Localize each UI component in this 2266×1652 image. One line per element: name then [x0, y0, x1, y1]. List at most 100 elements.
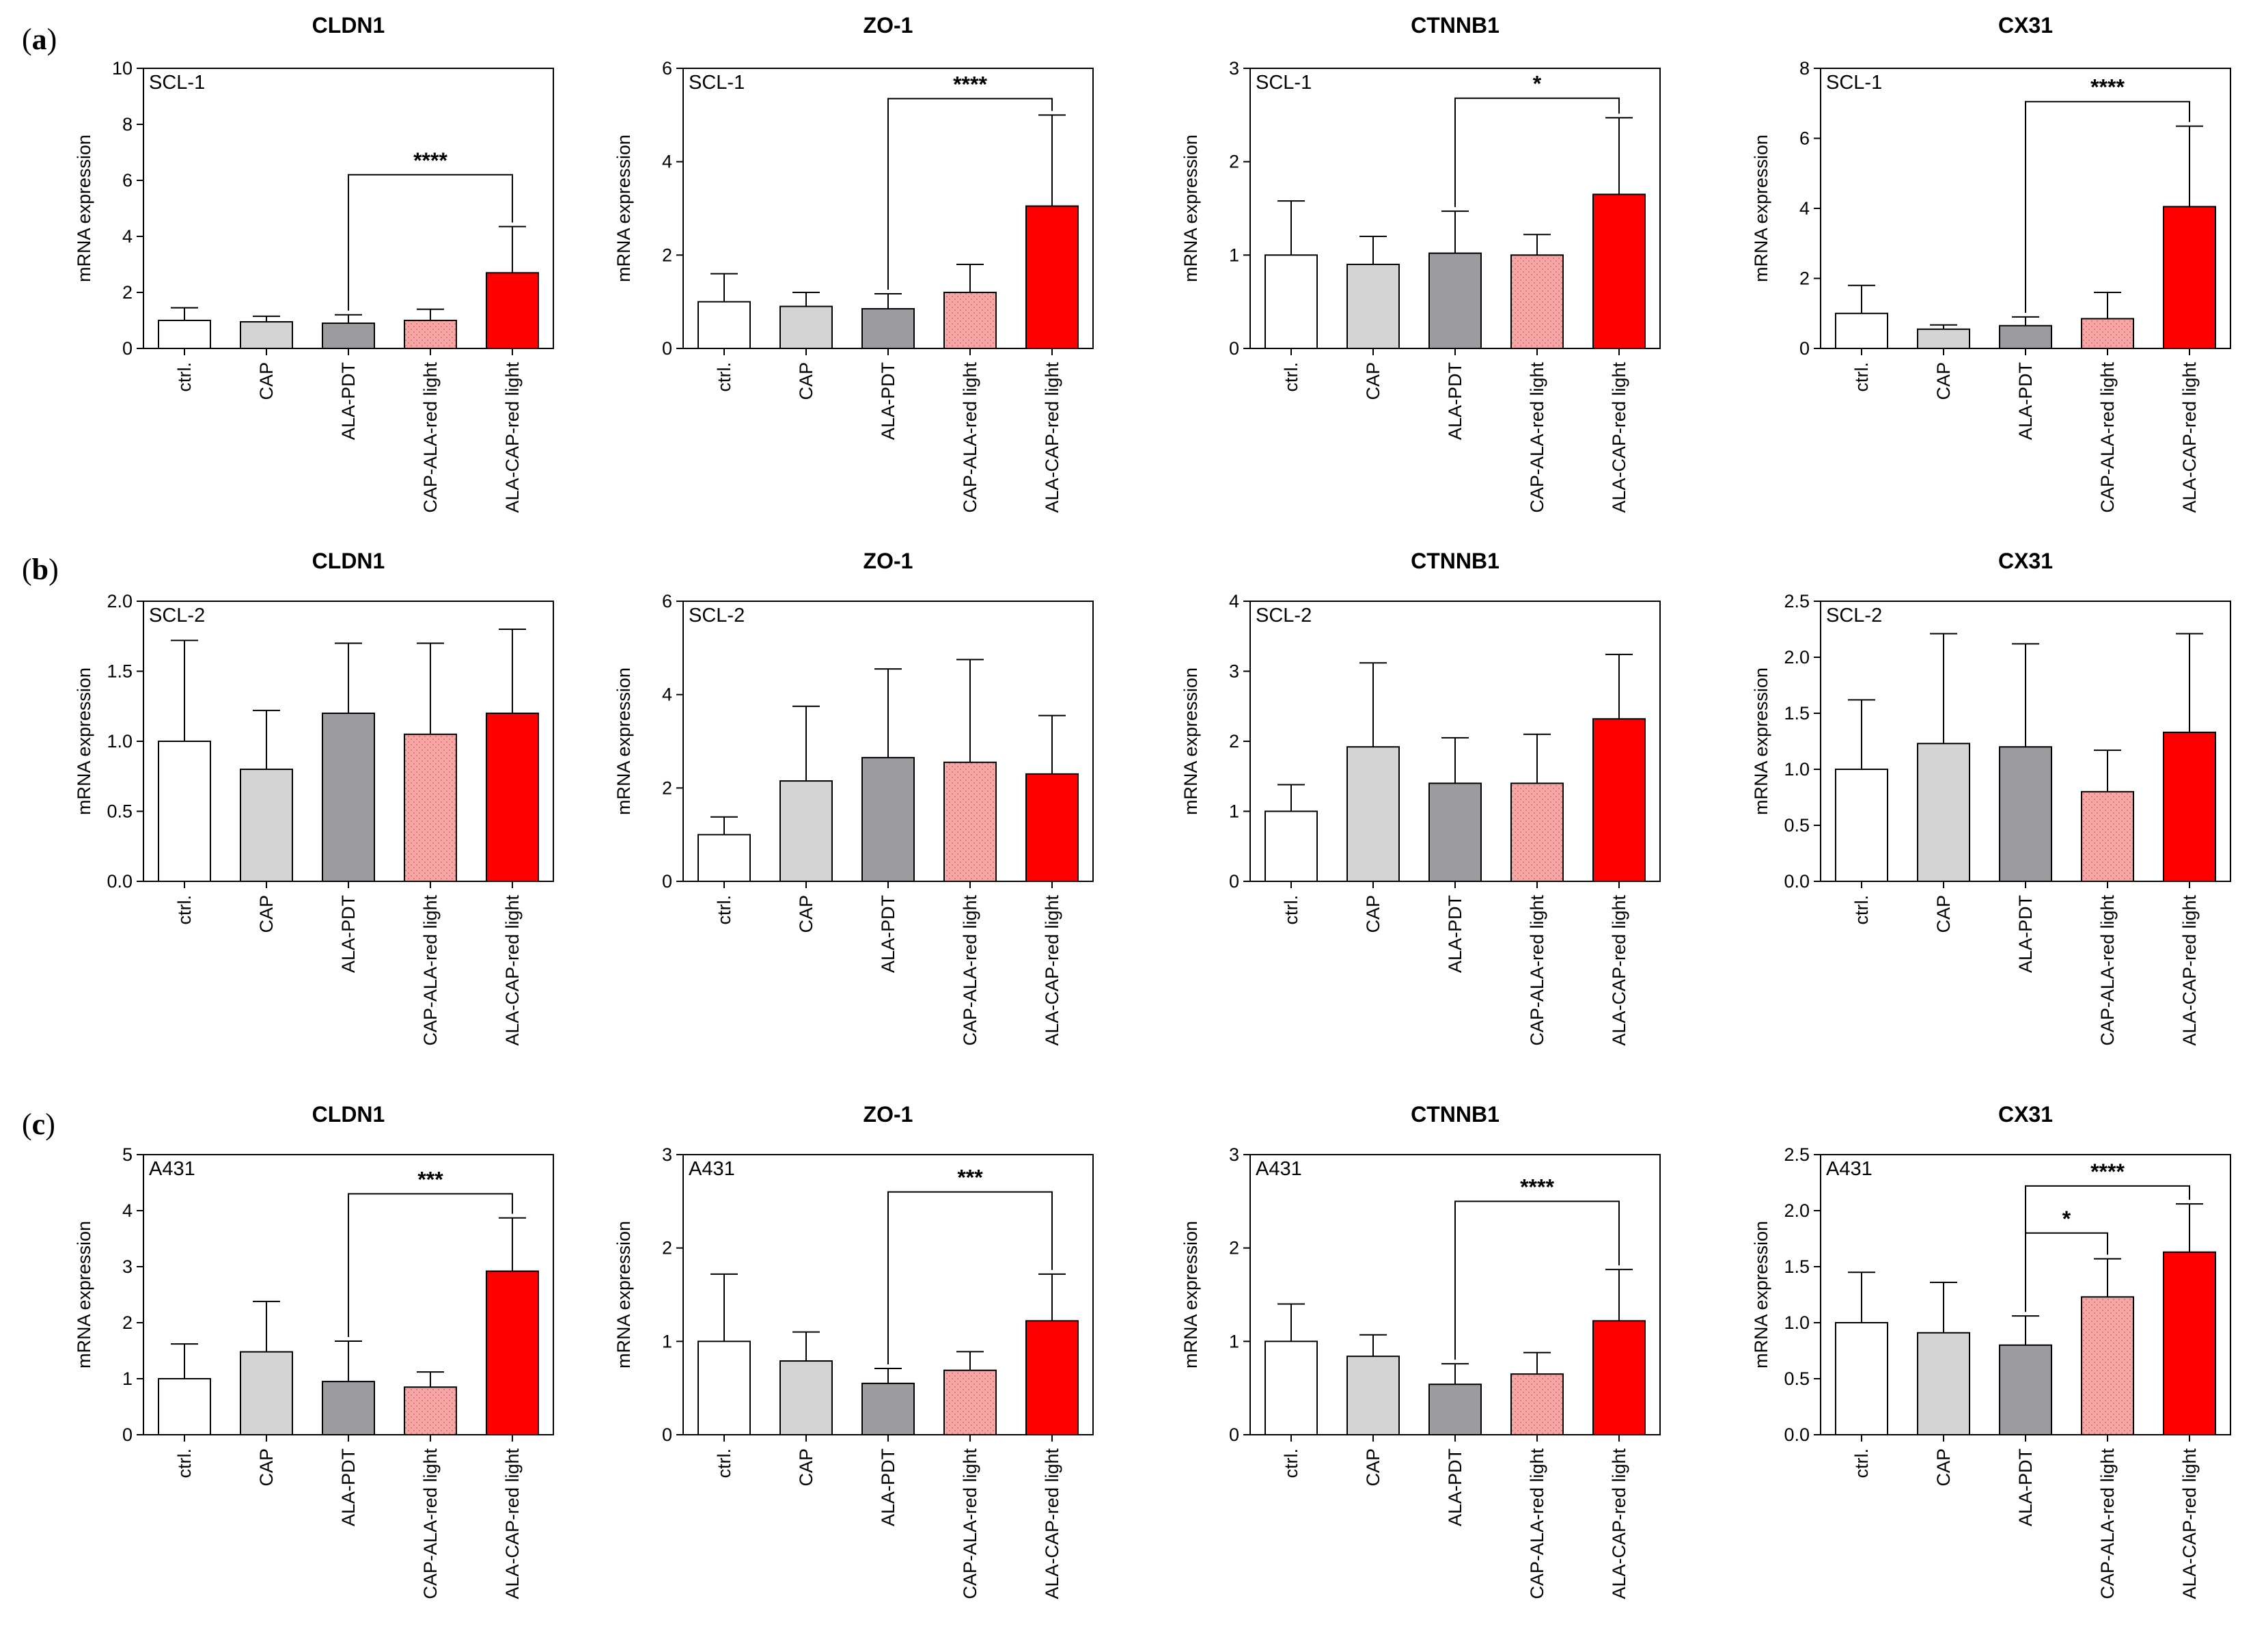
chart-9-bar-4	[404, 1386, 457, 1436]
chart-1-category-label: ALA-CAP-red light	[502, 362, 523, 513]
chart-5-category-label: CAP-ALA-red light	[420, 895, 441, 1046]
chart-11-title: CTNNB1	[1411, 1102, 1500, 1127]
chart-12-sig-label-2: ****	[2090, 1159, 2125, 1184]
chart-10-bar-4	[943, 1369, 997, 1435]
chart-10-ytick-label: 0	[662, 1424, 672, 1445]
chart-11-ytick-label: 1	[1229, 1331, 1239, 1351]
chart-4-title: CX31	[1998, 13, 2053, 38]
chart-7-bar-5	[1592, 718, 1646, 882]
chart-1-ytick-label: 10	[112, 58, 133, 79]
chart-12-category-label: ALA-CAP-red light	[2179, 1448, 2200, 1599]
chart-5-category-label: ALA-PDT	[338, 895, 359, 973]
chart-1-ytick-label: 6	[122, 170, 133, 191]
chart-12-category-label: CAP-ALA-red light	[2097, 1448, 2118, 1599]
chart-10-category-label: CAP	[796, 1448, 816, 1487]
chart-1-bar-1	[158, 320, 211, 349]
chart-8-category-label: ALA-CAP-red light	[2179, 895, 2200, 1046]
chart-12-cell-line: A431	[1826, 1158, 1873, 1180]
chart-8-ytick-label: 2.5	[1784, 591, 1810, 611]
chart-6-cell-line: SCL-2	[689, 605, 745, 627]
chart-12-ylabel: mRNA expression	[1751, 1221, 1771, 1368]
chart-5-category-label: ALA-CAP-red light	[502, 895, 523, 1046]
chart-2-ytick-label: 6	[662, 58, 672, 79]
chart-4-sig-label-1: ****	[2090, 75, 2125, 100]
chart-12-ytick-label: 0.5	[1784, 1368, 1810, 1389]
chart-4: CX31 SCL-1 0 2 4 6 8 mRNA expression ctrl. CAP ALA…	[1751, 13, 2231, 513]
chart-11-bar-2	[1346, 1355, 1400, 1435]
chart-8-ytick-label: 0.0	[1784, 871, 1810, 892]
chart-8-category-label: CAP	[1933, 895, 1954, 933]
chart-3-sig-bracket-1	[1454, 97, 1620, 208]
chart-9: CLDN1 A431 0 1 2 3 4 5 mRNA expression ctrl. CAP AL…	[74, 1102, 554, 1599]
chart-4-ytick-label: 6	[1799, 128, 1810, 149]
chart-7-category-label: ALA-CAP-red light	[1609, 895, 1629, 1046]
chart-9-ytick-label: 1	[122, 1368, 133, 1389]
chart-12-bar-2	[1917, 1332, 1970, 1436]
chart-3-sig-label-1: *	[1533, 72, 1542, 96]
chart-8: CX31 SCL-2 0.0 0.5 1.0 1.5 2.0 2.5 mRNA expressi…	[1751, 549, 2231, 1046]
chart-7-bar-2	[1346, 746, 1400, 882]
chart-6-bar-3	[861, 756, 915, 882]
chart-12-sig-bracket-2	[2025, 1185, 2190, 1312]
chart-10-ylabel: mRNA expression	[613, 1221, 634, 1368]
chart-8-ytick-label: 1.5	[1784, 703, 1810, 724]
chart-9-bar-3	[322, 1381, 375, 1435]
chart-2-cell-line: SCL-1	[689, 72, 745, 94]
chart-2-sig-label-1: ****	[953, 72, 987, 96]
chart-10-sig-bracket-1	[887, 1191, 1053, 1364]
chart-6-category-label: CAP	[796, 895, 816, 933]
chart-11-sig-label-1: ****	[1520, 1174, 1554, 1199]
chart-1-ytick-label: 2	[122, 282, 133, 303]
chart-4-bar-5	[2163, 206, 2216, 349]
chart-11-sig-bracket-1	[1454, 1200, 1620, 1360]
chart-1-ylabel: mRNA expression	[74, 135, 94, 282]
chart-4-ytick-label: 4	[1799, 198, 1810, 219]
chart-6-ytick-label: 2	[662, 777, 672, 798]
chart-3-bar-4	[1510, 254, 1564, 350]
chart-10-category-label: CAP-ALA-red light	[960, 1448, 980, 1599]
chart-8-ytick-label: 0.5	[1784, 815, 1810, 836]
chart-1-bar-5	[486, 272, 539, 349]
chart-2-sig-bracket-1	[887, 98, 1053, 290]
chart-11-category-label: CAP	[1363, 1448, 1383, 1487]
chart-3-category-label: CAP	[1363, 362, 1383, 400]
chart-1-category-label: ctrl.	[174, 362, 195, 392]
chart-11-category-label: ALA-CAP-red light	[1609, 1448, 1629, 1599]
chart-11-bar-3	[1428, 1383, 1482, 1435]
chart-8-bar-5	[2163, 731, 2216, 882]
chart-7-ytick-label: 4	[1229, 591, 1239, 611]
chart-2-category-label: ctrl.	[714, 362, 734, 392]
chart-4-sig-bracket-1	[2025, 100, 2190, 313]
chart-1-category-label: ALA-PDT	[338, 362, 359, 440]
chart-5-category-label: CAP	[256, 895, 277, 933]
chart-11-ylabel: mRNA expression	[1180, 1221, 1201, 1368]
chart-10-title: ZO-1	[863, 1102, 913, 1127]
chart-12-bar-5	[2163, 1251, 2216, 1436]
chart-3-category-label: ALA-PDT	[1445, 362, 1465, 440]
chart-1-category-label: CAP-ALA-red light	[420, 362, 441, 513]
row-label-b: (b)	[22, 553, 59, 586]
chart-3-ytick-label: 1	[1229, 245, 1239, 265]
chart-3-ylabel: mRNA expression	[1180, 135, 1201, 282]
chart-8-category-label: ctrl.	[1851, 895, 1872, 925]
chart-7-bar-1	[1265, 810, 1318, 882]
chart-4-ytick-label: 2	[1799, 269, 1810, 289]
chart-2-ylabel: mRNA expression	[613, 135, 634, 282]
chart-6-bar-2	[779, 780, 833, 883]
chart-7: CTNNB1 SCL-2 0 1 2 3 4 mRNA expression ctrl. CAP A…	[1180, 549, 1661, 1046]
chart-5-bar-4	[404, 733, 457, 882]
chart-7-category-label: ctrl.	[1281, 895, 1301, 925]
chart-7-ylabel: mRNA expression	[1180, 667, 1201, 815]
chart-3-category-label: ALA-CAP-red light	[1609, 362, 1629, 513]
chart-9-ytick-label: 3	[122, 1256, 133, 1277]
chart-8-bar-3	[1999, 746, 2052, 882]
chart-10-bar-1	[697, 1340, 751, 1436]
chart-1-title: CLDN1	[312, 13, 385, 38]
row-label-c: (c)	[22, 1107, 55, 1141]
chart-7-category-label: CAP-ALA-red light	[1527, 895, 1547, 1046]
chart-6-category-label: ALA-PDT	[878, 895, 898, 973]
chart-2-bar-3	[861, 307, 915, 349]
chart-10-category-label: ALA-CAP-red light	[1042, 1448, 1062, 1599]
chart-4-bar-2	[1917, 328, 1970, 349]
